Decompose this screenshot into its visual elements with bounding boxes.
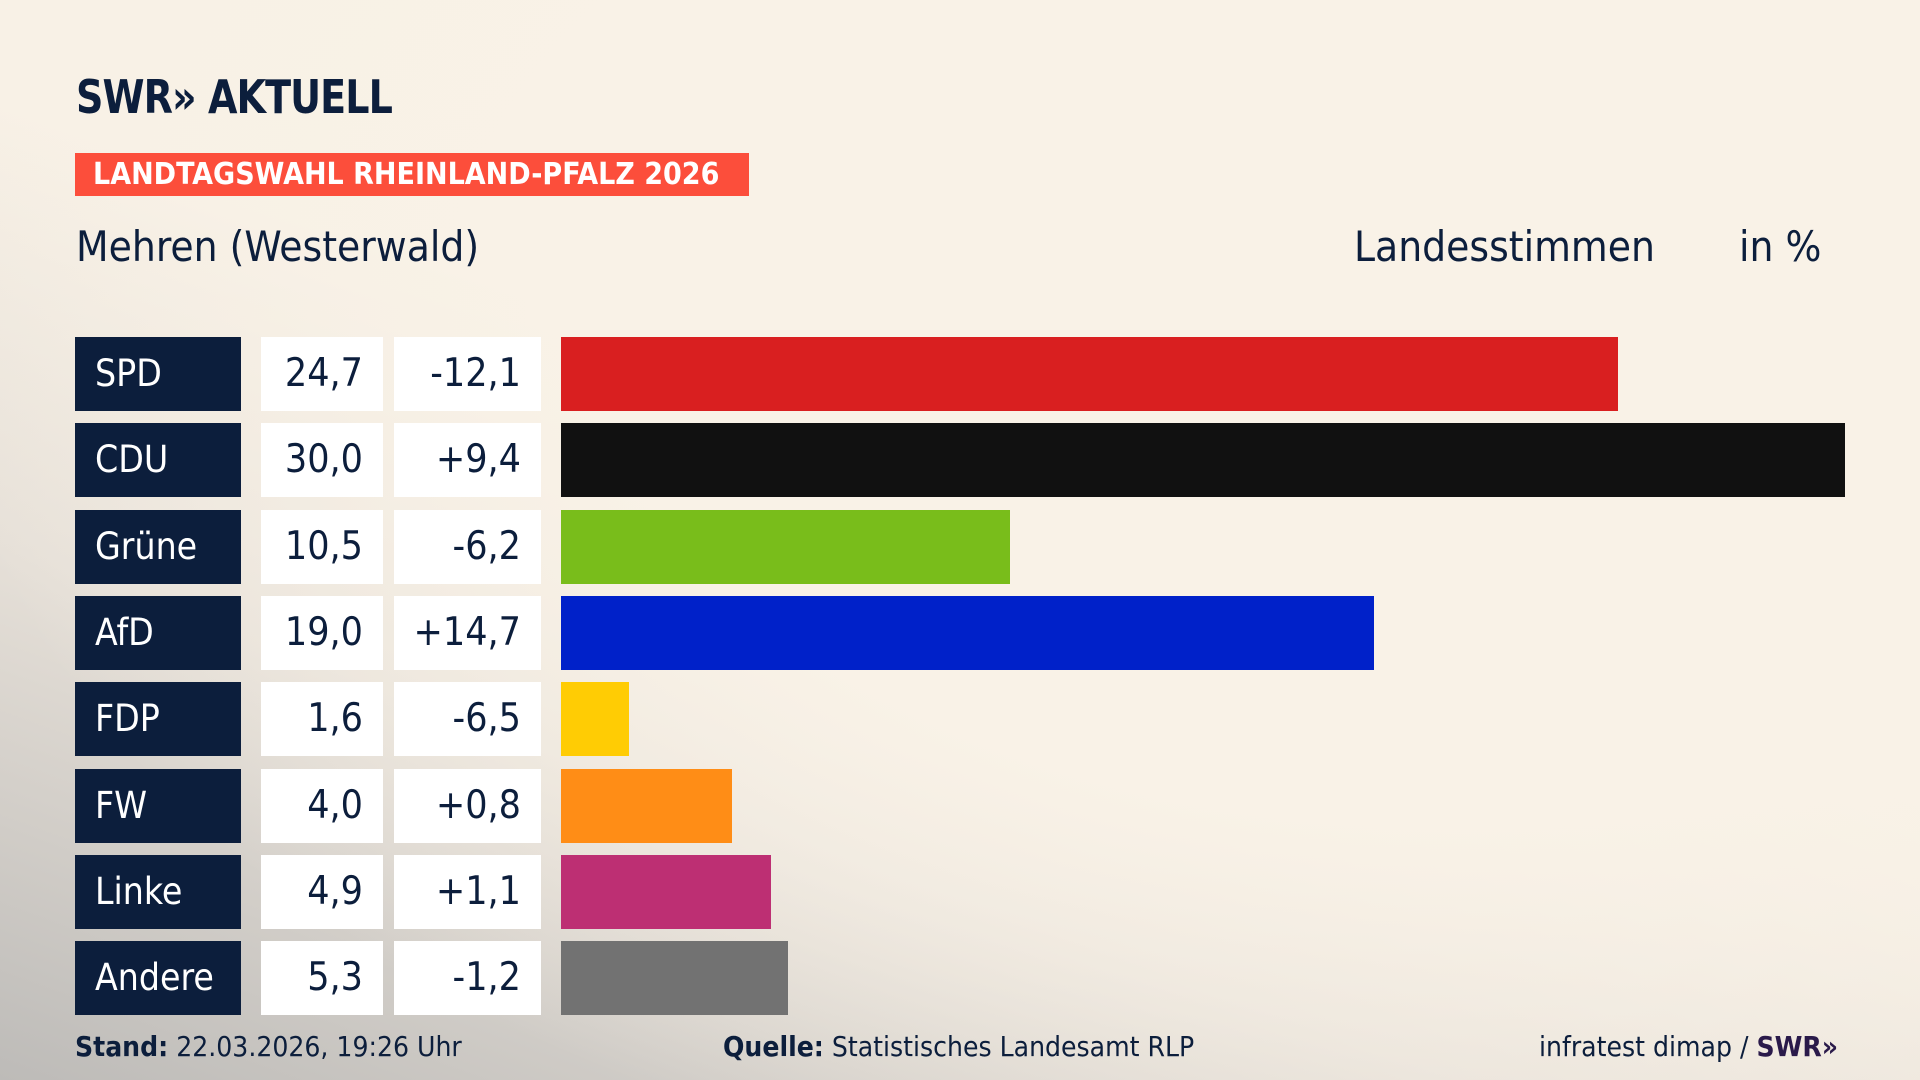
measure-label: Landesstimmen [1354,222,1655,271]
stand-label: Stand: [75,1030,169,1063]
value-label: 1,6 [261,682,383,757]
value-label: 10,5 [261,509,383,584]
party-label: Grüne [75,509,241,584]
party-label: Andere [75,941,241,1016]
value-label: 4,0 [261,768,383,843]
value-label: 30,0 [261,423,383,498]
diff-label: -12,1 [394,337,541,411]
bar-row: CDU 30,0 +9,4 [75,423,1855,498]
diff-label: +0,8 [394,768,541,843]
bar-row: Andere 5,3 -1,2 [75,941,1855,1016]
party-label: Linke [75,854,241,929]
bar [561,682,630,757]
bar [561,595,1375,670]
party-label: AfD [75,595,241,670]
value-label: 5,3 [261,941,383,1016]
location-title: Mehren (Westerwald) [76,222,480,271]
bar [561,941,788,1016]
diff-label: -6,2 [394,509,541,584]
credit: infratest dimap / SWR» [1539,1030,1838,1063]
bar [561,509,1011,584]
bar-row: Grüne 10,5 -6,2 [75,509,1855,584]
source-label: Quelle: [723,1030,824,1063]
value-label: 4,9 [261,854,383,929]
bar-row: FDP 1,6 -6,5 [75,682,1855,757]
swr-logo: SWR» [1756,1030,1839,1063]
party-label: SPD [75,337,241,411]
diff-label: -6,5 [394,682,541,757]
source-value: Statistisches Landesamt RLP [831,1030,1195,1063]
bar [561,854,771,929]
value-label: 24,7 [261,337,383,411]
party-label: FW [75,768,241,843]
credit-text: infratest dimap / [1539,1030,1757,1063]
timestamp: Stand: 22.03.2026, 19:26 Uhr [75,1030,462,1063]
diff-label: +14,7 [394,595,541,670]
diff-label: -1,2 [394,941,541,1016]
swr-aktuell-logo: SWR» AKTUELL [76,70,393,124]
bar [561,423,1845,498]
election-badge: LANDTAGSWAHL RHEINLAND-PFALZ 2026 [75,153,749,196]
party-label: CDU [75,423,241,498]
bar-row: SPD 24,7 -12,1 [75,337,1855,411]
diff-label: +1,1 [394,854,541,929]
bar [561,337,1619,411]
bar-row: Linke 4,9 +1,1 [75,854,1855,929]
bar-row: AfD 19,0 +14,7 [75,595,1855,670]
bar [561,768,733,843]
bar-row: FW 4,0 +0,8 [75,768,1855,843]
party-label: FDP [75,682,241,757]
diff-label: +9,4 [394,423,541,498]
stand-value: 22.03.2026, 19:26 Uhr [176,1030,462,1063]
value-label: 19,0 [261,595,383,670]
source: Quelle: Statistisches Landesamt RLP [723,1030,1194,1063]
unit-label: in % [1739,222,1822,271]
